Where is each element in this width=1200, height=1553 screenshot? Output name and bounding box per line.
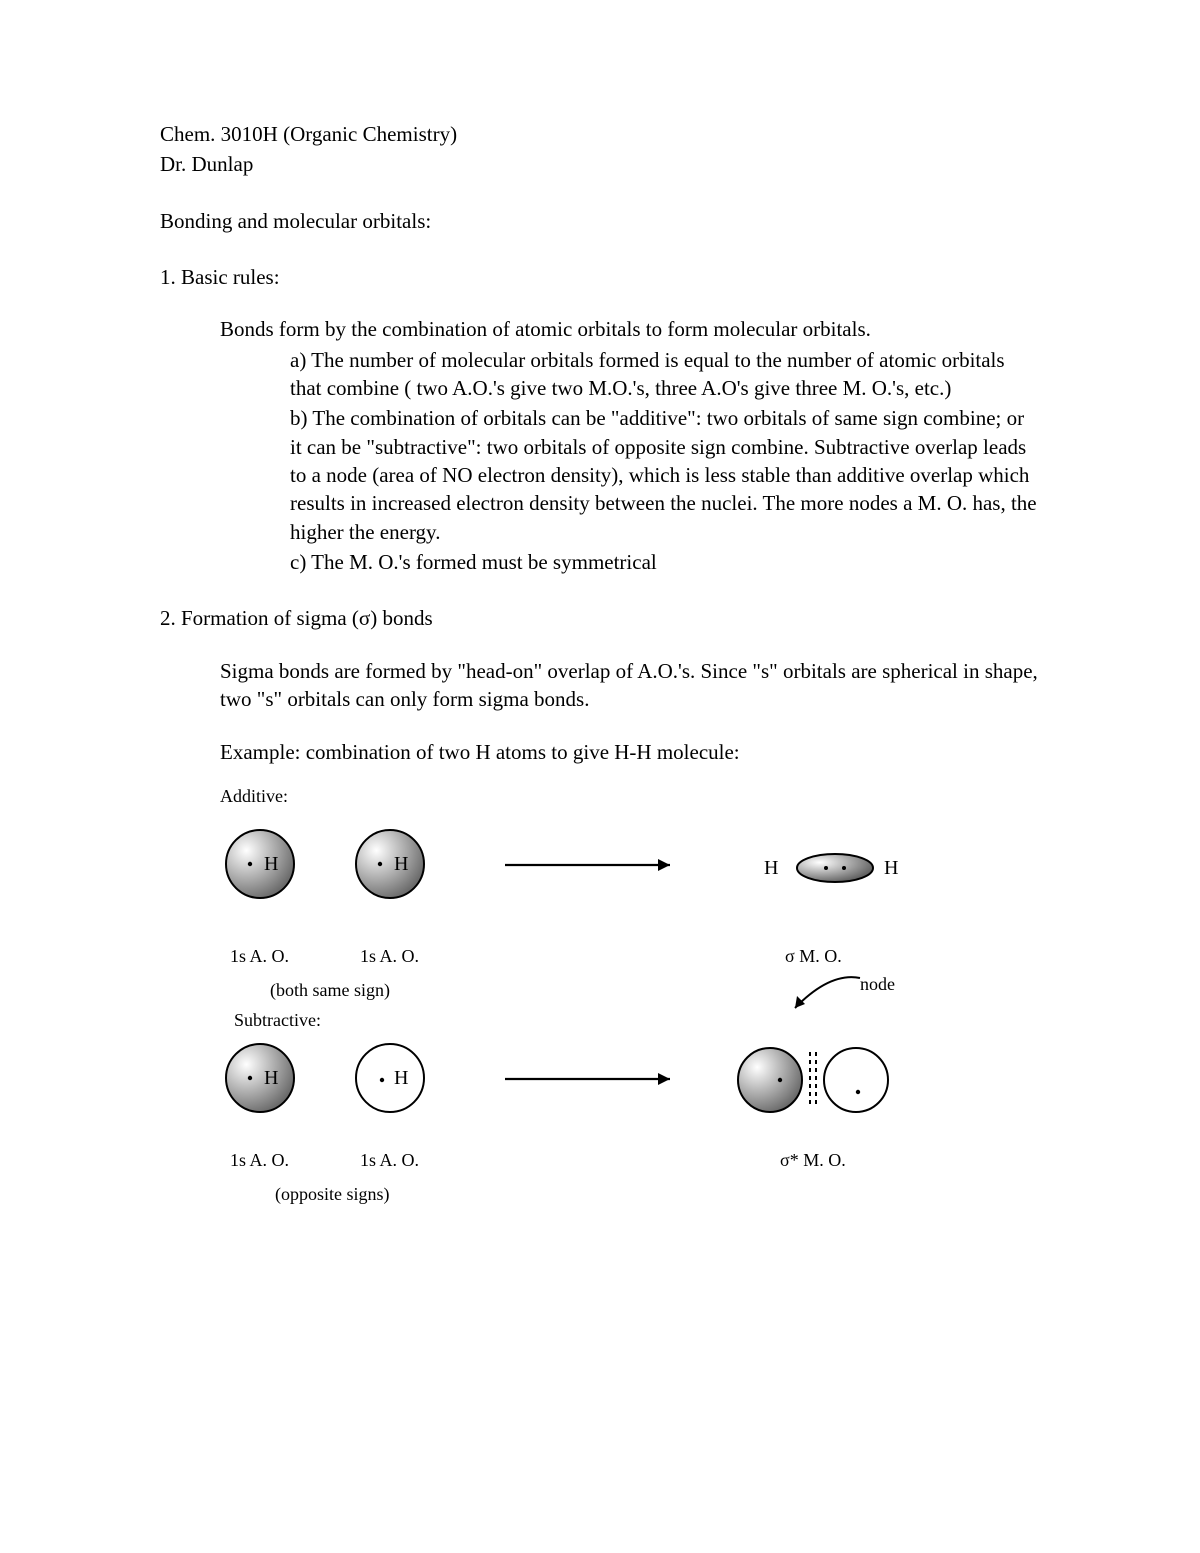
ao4-caption: 1s A. O. [360, 1148, 419, 1172]
ao1-caption: 1s A. O. [230, 944, 289, 968]
ao2-caption: 1s A. O. [360, 944, 419, 968]
same-sign-caption: (both same sign) [270, 978, 390, 1002]
svg-text:H: H [264, 853, 278, 875]
sigma-mo-caption: σ M. O. [785, 944, 842, 968]
section1-intro: Bonds form by the combination of atomic … [220, 315, 1040, 343]
ao1-shaded-orbital-icon: H [220, 824, 300, 904]
svg-text:H: H [264, 1067, 278, 1089]
instructor-line: Dr. Dunlap [160, 150, 1040, 178]
opposite-signs-caption: (opposite signs) [275, 1182, 390, 1206]
section1-rule-b: b) The combination of orbitals can be "a… [290, 404, 1040, 546]
ao3-shaded-orbital-icon: H [220, 1038, 300, 1118]
svg-text:H: H [884, 857, 898, 879]
reaction-arrow2-icon [500, 1064, 690, 1094]
subtractive-diagram: Subtractive: H H [220, 1008, 1040, 1212]
section2-body: Sigma bonds are formed by "head-on" over… [220, 657, 1040, 714]
section1-rule-c: c) The M. O.'s formed must be symmetrica… [290, 548, 1040, 576]
ao3-caption: 1s A. O. [230, 1148, 289, 1172]
ao2-shaded-orbital-icon: H [350, 824, 430, 904]
section2-example: Example: combination of two H atoms to g… [220, 738, 1040, 766]
ao4-open-orbital-icon: H [350, 1038, 430, 1118]
page-topic: Bonding and molecular orbitals: [160, 207, 1040, 235]
svg-text:H: H [394, 1067, 408, 1089]
subtractive-label: Subtractive: [234, 1008, 1040, 1032]
section1-rule-a: a) The number of molecular orbitals form… [290, 346, 1040, 403]
node-arrow-icon [775, 970, 875, 1020]
sigma-star-mo-icon [730, 1038, 930, 1128]
sigma-star-caption: σ* M. O. [780, 1148, 846, 1172]
section1-heading: 1. Basic rules: [160, 263, 1040, 291]
additive-label: Additive: [220, 784, 1040, 808]
course-line: Chem. 3010H (Organic Chemistry) [160, 120, 1040, 148]
section2-heading: 2. Formation of sigma (σ) bonds [160, 604, 1040, 632]
sigma-mo-icon: H H [760, 844, 930, 904]
svg-text:H: H [764, 857, 778, 879]
document-page: Chem. 3010H (Organic Chemistry) Dr. Dunl… [0, 0, 1200, 1312]
reaction-arrow-icon [500, 850, 690, 880]
additive-diagram: Additive: H [220, 784, 1040, 1008]
svg-text:H: H [394, 853, 408, 875]
